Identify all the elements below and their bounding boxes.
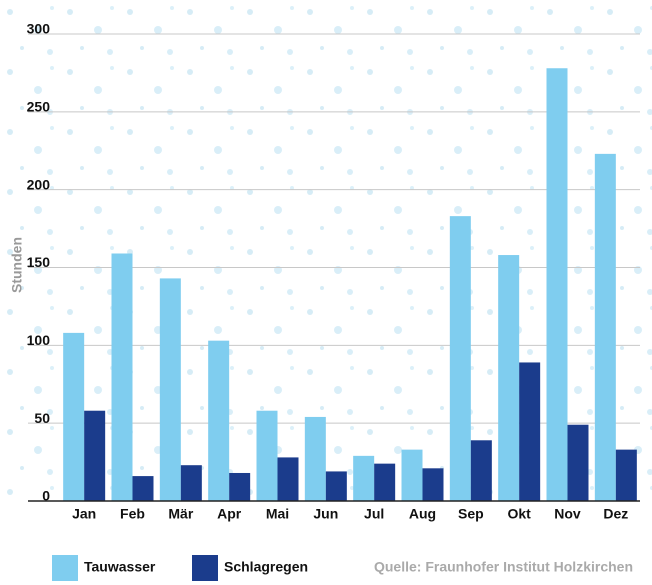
legend-swatch bbox=[192, 555, 218, 581]
legend-swatch bbox=[52, 555, 78, 581]
chart: Stunden Quelle: Fraunhofer Institut Holz… bbox=[0, 0, 652, 585]
y-tick-label: 100 bbox=[27, 332, 51, 348]
bar bbox=[498, 255, 519, 501]
bar bbox=[278, 457, 299, 501]
bar bbox=[305, 417, 326, 501]
bar bbox=[374, 464, 395, 501]
bar bbox=[595, 154, 616, 501]
bar bbox=[519, 362, 540, 501]
bar bbox=[229, 473, 250, 501]
bar bbox=[326, 471, 347, 501]
legend-label: Schlagregen bbox=[224, 559, 308, 575]
bar bbox=[450, 216, 471, 501]
y-tick-label: 50 bbox=[34, 410, 50, 426]
bar bbox=[63, 333, 84, 501]
bar bbox=[181, 465, 202, 501]
bar bbox=[423, 468, 444, 501]
x-tick-label: Sep bbox=[458, 506, 484, 522]
bar bbox=[568, 425, 589, 501]
x-tick-label: Aug bbox=[409, 506, 436, 522]
x-tick-label: Feb bbox=[120, 506, 145, 522]
source: Quelle: Fraunhofer Institut Holzkirchen bbox=[374, 559, 633, 575]
y-tick-label: 250 bbox=[27, 99, 51, 115]
y-tick-label: 300 bbox=[27, 21, 51, 37]
x-tick-label: Jun bbox=[313, 506, 338, 522]
bar bbox=[112, 253, 133, 501]
x-tick-label: Jul bbox=[364, 506, 384, 522]
x-tick-label: Jan bbox=[72, 506, 96, 522]
bar bbox=[160, 278, 181, 501]
bar bbox=[208, 341, 229, 501]
bar bbox=[471, 440, 492, 501]
y-tick-label: 200 bbox=[27, 176, 51, 192]
x-tick-label: Mär bbox=[168, 506, 193, 522]
bar bbox=[402, 450, 423, 501]
y-tick-label: 150 bbox=[27, 254, 51, 270]
bar bbox=[616, 450, 637, 501]
x-tick-label: Mai bbox=[266, 506, 289, 522]
x-tick-label: Nov bbox=[554, 506, 581, 522]
y-axis-label: Stunden bbox=[9, 237, 25, 293]
legend-label: Tauwasser bbox=[84, 559, 156, 575]
x-tick-label: Dez bbox=[603, 506, 628, 522]
bar bbox=[547, 68, 568, 501]
bar bbox=[257, 411, 278, 501]
bar bbox=[353, 456, 374, 501]
x-tick-label: Apr bbox=[217, 506, 242, 522]
bar bbox=[84, 411, 105, 501]
bar bbox=[133, 476, 154, 501]
x-tick-label: Okt bbox=[507, 506, 531, 522]
